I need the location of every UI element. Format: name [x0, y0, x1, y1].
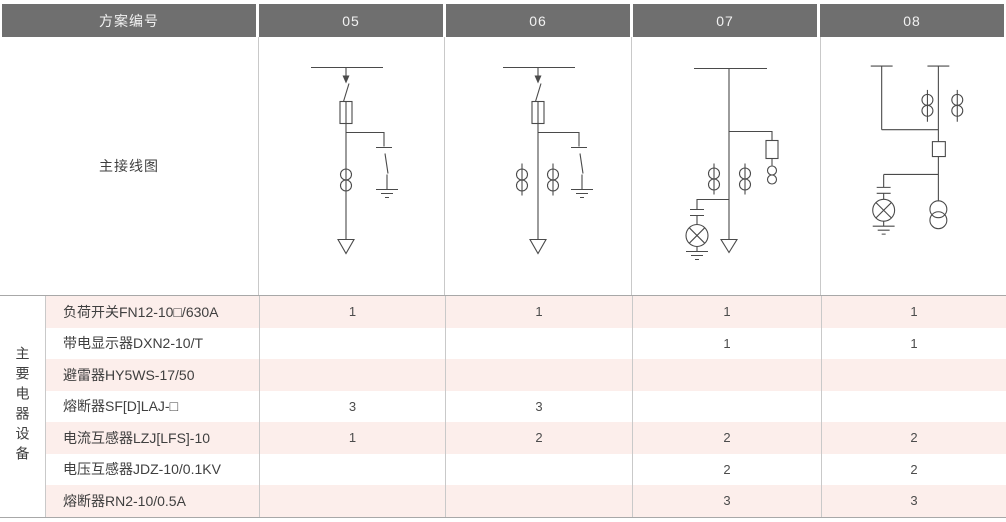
single-line-diagram-05 [311, 66, 398, 255]
qty-cell: 3 [821, 485, 1006, 517]
equipment-name: 负荷开关FN12-10□/630A [63, 303, 219, 320]
table-row: 负荷开关FN12-10□/630A 1 1 1 1 [46, 296, 1006, 328]
diagram-row-label: 主接线图 [99, 158, 159, 174]
table-row: 熔断器SF[D]LAJ-□ 3 3 [46, 390, 1006, 422]
diagram-cell-05 [258, 37, 444, 295]
qty-cell [259, 359, 445, 391]
qty-cell [445, 327, 632, 359]
qty-cell: 1 [632, 327, 821, 359]
diagram-cell-07 [631, 37, 820, 295]
table-row: 电流互感器LZJ[LFS]-10 1 2 2 2 [46, 422, 1006, 454]
header-col-08: 08 [820, 4, 1004, 37]
single-line-diagram-07 [685, 67, 779, 261]
single-line-diagram-08 [870, 65, 964, 235]
equipment-name: 带电显示器DXN2-10/T [63, 335, 204, 352]
qty-cell [821, 390, 1006, 422]
qty-cell: 1 [632, 296, 821, 328]
qty-cell: 2 [821, 453, 1006, 485]
equipment-group-label: 主要电器设备 [14, 346, 31, 467]
equipment-section: 主要电器设备 负荷开关FN12-10□/630A 1 1 1 1 带电显示器DX… [0, 295, 1006, 518]
equipment-name: 避雷器HY5WS-17/50 [63, 366, 195, 383]
qty-cell: 1 [821, 296, 1006, 328]
qty-cell: 2 [821, 422, 1006, 454]
qty-cell [259, 327, 445, 359]
qty-cell [445, 485, 632, 517]
equipment-group-label-cell: 主要电器设备 [0, 296, 46, 517]
qty-cell [259, 485, 445, 517]
table-row: 带电显示器DXN2-10/T 1 1 [46, 327, 1006, 359]
qty-cell: 1 [445, 296, 632, 328]
qty-cell: 1 [821, 327, 1006, 359]
single-line-diagram-06 [503, 66, 593, 255]
diagram-cell-08 [820, 37, 1006, 295]
equipment-name: 熔断器SF[D]LAJ-□ [63, 398, 179, 415]
header-scheme-label: 方案编号 [2, 4, 256, 37]
equipment-name: 电压互感器JDZ-10/0.1KV [63, 461, 221, 478]
qty-cell [632, 390, 821, 422]
table-header: 方案编号 05 06 07 08 [2, 4, 1004, 37]
equipment-name: 电流互感器LZJ[LFS]-10 [63, 429, 211, 446]
table-row: 电压互感器JDZ-10/0.1KV 2 2 [46, 453, 1006, 485]
qty-cell: 2 [632, 453, 821, 485]
header-col-06: 06 [446, 4, 630, 37]
equipment-name: 熔断器RN2-10/0.5A [63, 492, 186, 509]
equipment-rows: 负荷开关FN12-10□/630A 1 1 1 1 带电显示器DXN2-10/T… [46, 296, 1006, 517]
diagram-cell-06 [444, 37, 631, 295]
qty-cell: 3 [445, 390, 632, 422]
qty-cell: 3 [632, 485, 821, 517]
qty-cell [632, 359, 821, 391]
qty-cell: 3 [259, 390, 445, 422]
qty-cell [259, 453, 445, 485]
qty-cell: 1 [259, 296, 445, 328]
diagram-row: 主接线图 [0, 37, 1006, 295]
qty-cell: 2 [632, 422, 821, 454]
table-row: 熔断器RN2-10/0.5A 3 3 [46, 485, 1006, 517]
qty-cell [821, 359, 1006, 391]
header-col-05: 05 [259, 4, 443, 37]
header-col-07: 07 [633, 4, 817, 37]
table-row: 避雷器HY5WS-17/50 [46, 359, 1006, 391]
qty-cell [445, 453, 632, 485]
qty-cell [445, 359, 632, 391]
qty-cell: 1 [259, 422, 445, 454]
qty-cell: 2 [445, 422, 632, 454]
